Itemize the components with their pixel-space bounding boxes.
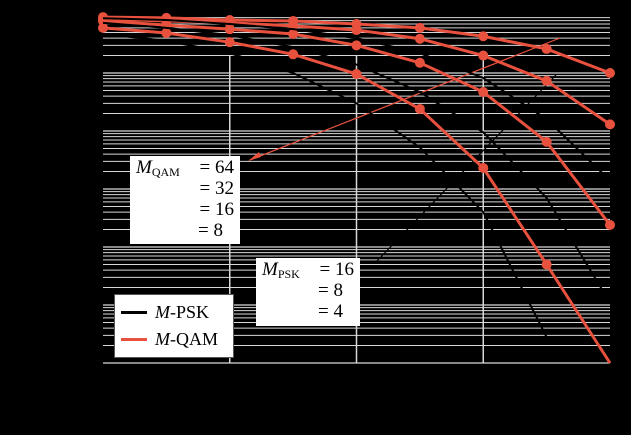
data-point-marker: [478, 87, 489, 98]
legend-swatch-psk: [121, 311, 147, 314]
qam-annotation-arrow: [249, 37, 561, 161]
data-point-marker: [541, 75, 552, 86]
data-point-marker: [351, 25, 362, 36]
data-point-marker: [605, 68, 615, 78]
legend-item-qam: M-QAM: [121, 329, 218, 350]
annotation-qam-row: = 8: [198, 220, 223, 241]
annotation-qam-symbol: MQAM: [136, 157, 180, 180]
legend-item-psk: M-PSK: [121, 302, 209, 323]
data-point-marker: [541, 259, 552, 270]
series-line: [102, 33, 548, 338]
data-point-marker: [541, 136, 552, 147]
annotation-qam-row: = 16: [199, 199, 234, 220]
data-point-marker: [478, 31, 489, 42]
data-point-marker: [288, 29, 299, 40]
data-point-marker: [414, 22, 425, 33]
series-line: [102, 21, 611, 304]
annotation-psk-row: = 4: [318, 301, 343, 322]
annotation-qam-row: = 64: [199, 157, 234, 178]
annotation-qam-row: = 32: [199, 178, 234, 199]
data-point-marker: [224, 37, 235, 48]
series-line: [102, 17, 611, 182]
annotation-qam-box: MQAM = 64 = 32 = 16 = 8: [130, 156, 240, 244]
data-point-marker: [541, 43, 552, 54]
data-series: [98, 12, 615, 364]
annotation-psk-row: = 16: [319, 259, 354, 280]
data-point-marker: [414, 57, 425, 68]
data-point-marker: [605, 119, 615, 130]
annotation-psk-symbol: MPSK: [262, 259, 300, 282]
data-point-marker: [351, 40, 362, 51]
data-point-marker: [288, 49, 299, 60]
data-point-marker: [478, 50, 489, 61]
data-point-marker: [605, 219, 615, 230]
legend-swatch-qam: [121, 338, 147, 341]
data-point-marker: [414, 103, 425, 114]
data-point-marker: [224, 24, 235, 35]
data-point-marker: [98, 22, 108, 33]
annotation-psk-box: MPSK = 16 = 8 = 4: [256, 258, 360, 326]
data-point-marker: [351, 69, 362, 80]
chart-legend: M-PSK M-QAM: [114, 294, 234, 358]
qam-arrowhead-icon: [248, 152, 261, 161]
data-point-marker: [478, 163, 489, 174]
data-point-marker: [161, 27, 172, 38]
annotation-psk-row: = 8: [318, 280, 343, 301]
legend-label-qam: M-QAM: [155, 329, 218, 349]
legend-label-psk: M-PSK: [155, 302, 210, 322]
data-point-marker: [414, 33, 425, 44]
